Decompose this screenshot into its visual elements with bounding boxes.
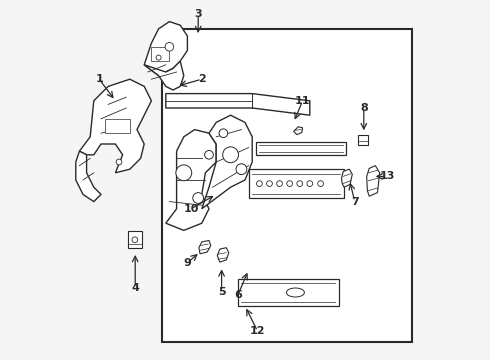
Circle shape	[277, 181, 282, 186]
Text: 8: 8	[360, 103, 368, 113]
Bar	[162, 29, 413, 342]
Circle shape	[176, 165, 192, 181]
Bar	[256, 142, 346, 155]
Text: 10: 10	[183, 204, 198, 214]
Text: 7: 7	[351, 197, 359, 207]
Circle shape	[307, 181, 313, 186]
Text: 13: 13	[380, 171, 395, 181]
Polygon shape	[342, 169, 352, 187]
Circle shape	[297, 181, 303, 186]
Bar	[104, 119, 130, 133]
Polygon shape	[144, 22, 187, 76]
Circle shape	[318, 181, 323, 186]
Polygon shape	[217, 248, 229, 262]
Text: 1: 1	[96, 74, 103, 84]
Circle shape	[132, 237, 138, 243]
Circle shape	[205, 150, 213, 159]
Polygon shape	[202, 115, 252, 209]
Text: 5: 5	[218, 287, 225, 297]
Text: 2: 2	[198, 74, 206, 84]
Polygon shape	[166, 94, 310, 115]
Bar	[358, 135, 368, 145]
Text: 9: 9	[183, 258, 191, 268]
Text: 3: 3	[195, 9, 202, 19]
Polygon shape	[367, 166, 380, 196]
Circle shape	[219, 129, 228, 138]
Ellipse shape	[286, 288, 304, 297]
Polygon shape	[79, 79, 151, 173]
Bar	[238, 279, 339, 306]
Bar	[128, 231, 142, 248]
Circle shape	[267, 181, 272, 186]
Text: 4: 4	[131, 283, 139, 293]
Polygon shape	[166, 130, 216, 230]
Circle shape	[257, 181, 262, 186]
Circle shape	[236, 164, 247, 175]
Polygon shape	[199, 240, 211, 254]
Text: 6: 6	[234, 290, 242, 300]
Polygon shape	[294, 127, 303, 135]
Polygon shape	[144, 61, 184, 90]
Circle shape	[287, 181, 293, 186]
Circle shape	[156, 55, 161, 60]
Circle shape	[165, 42, 174, 51]
Polygon shape	[76, 151, 101, 202]
Text: 12: 12	[250, 326, 266, 336]
Text: 11: 11	[295, 96, 310, 106]
Circle shape	[222, 147, 239, 163]
Bar	[151, 47, 170, 61]
Circle shape	[193, 193, 204, 203]
Bar	[248, 169, 344, 198]
Circle shape	[116, 159, 122, 165]
